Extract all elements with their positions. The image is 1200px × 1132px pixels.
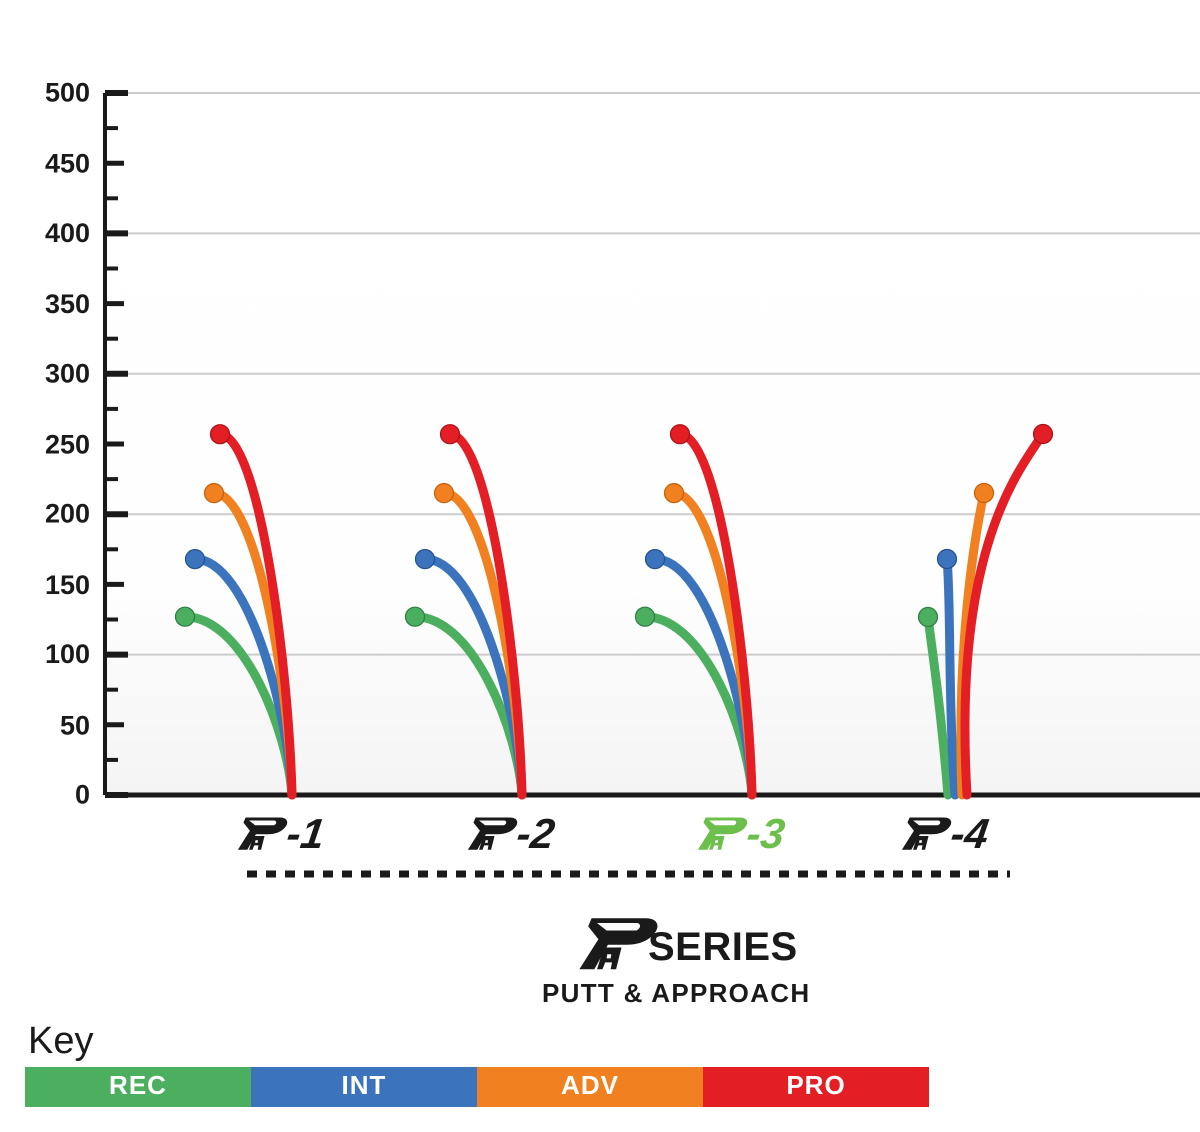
svg-text:250: 250 bbox=[45, 430, 90, 460]
svg-text:350: 350 bbox=[45, 289, 90, 319]
svg-text:SERIES: SERIES bbox=[648, 925, 798, 969]
svg-text:ADV: ADV bbox=[561, 1070, 619, 1100]
svg-text:INT: INT bbox=[342, 1070, 387, 1100]
svg-text:500: 500 bbox=[45, 78, 90, 108]
svg-text:-4: -4 bbox=[948, 810, 992, 857]
svg-text:400: 400 bbox=[45, 218, 90, 248]
svg-text:-1: -1 bbox=[284, 810, 328, 857]
svg-text:-2: -2 bbox=[514, 810, 558, 857]
svg-text:150: 150 bbox=[45, 570, 90, 600]
svg-text:300: 300 bbox=[45, 358, 90, 388]
svg-text:200: 200 bbox=[45, 499, 90, 529]
svg-text:PUTT & APPROACH: PUTT & APPROACH bbox=[542, 978, 810, 1008]
svg-text:0: 0 bbox=[75, 780, 90, 810]
svg-text:-3: -3 bbox=[744, 810, 788, 857]
svg-text:50: 50 bbox=[60, 710, 90, 740]
svg-text:Key: Key bbox=[28, 1020, 93, 1062]
svg-text:100: 100 bbox=[45, 639, 90, 669]
svg-text:450: 450 bbox=[45, 149, 90, 179]
svg-text:PRO: PRO bbox=[786, 1070, 845, 1100]
svg-text:REC: REC bbox=[109, 1070, 167, 1100]
